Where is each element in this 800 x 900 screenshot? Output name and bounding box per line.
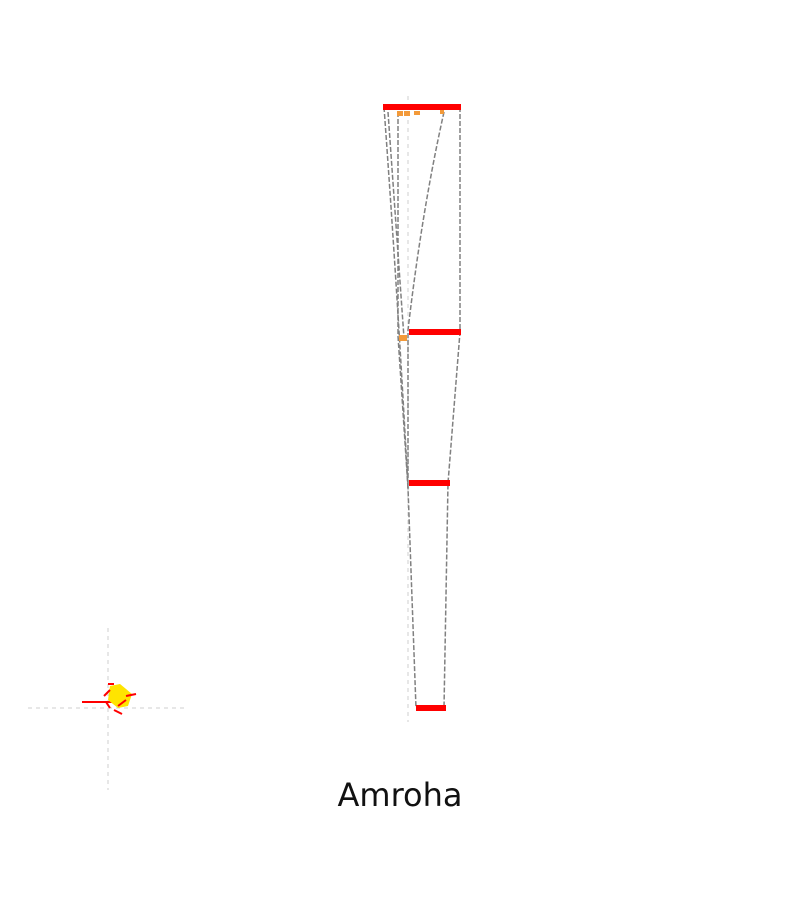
connector-inner-left: [397, 112, 409, 489]
connector-right-outer: [443, 107, 461, 709]
marker-1: [397, 111, 403, 116]
marker-3: [414, 111, 420, 115]
segment-top: [383, 104, 461, 110]
marker-2: [404, 111, 410, 116]
connector-left-outer: [383, 106, 417, 709]
segments: [383, 104, 461, 711]
markers: [397, 110, 444, 341]
connector-lines: [383, 106, 461, 709]
connector-diagonal: [387, 111, 405, 339]
inset-red-ticks: [103, 683, 137, 715]
connector-cross: [407, 111, 445, 488]
marker-4: [440, 110, 444, 114]
segment-upper-middle: [409, 329, 461, 335]
guide-lines: [28, 96, 409, 790]
diagram-title: Amroha: [337, 776, 463, 814]
segment-lower-middle: [409, 480, 450, 486]
marker-5: [399, 335, 407, 341]
segment-bottom: [416, 705, 446, 711]
inset-yellow-shape: [108, 684, 132, 708]
inset-cluster: [82, 683, 137, 715]
